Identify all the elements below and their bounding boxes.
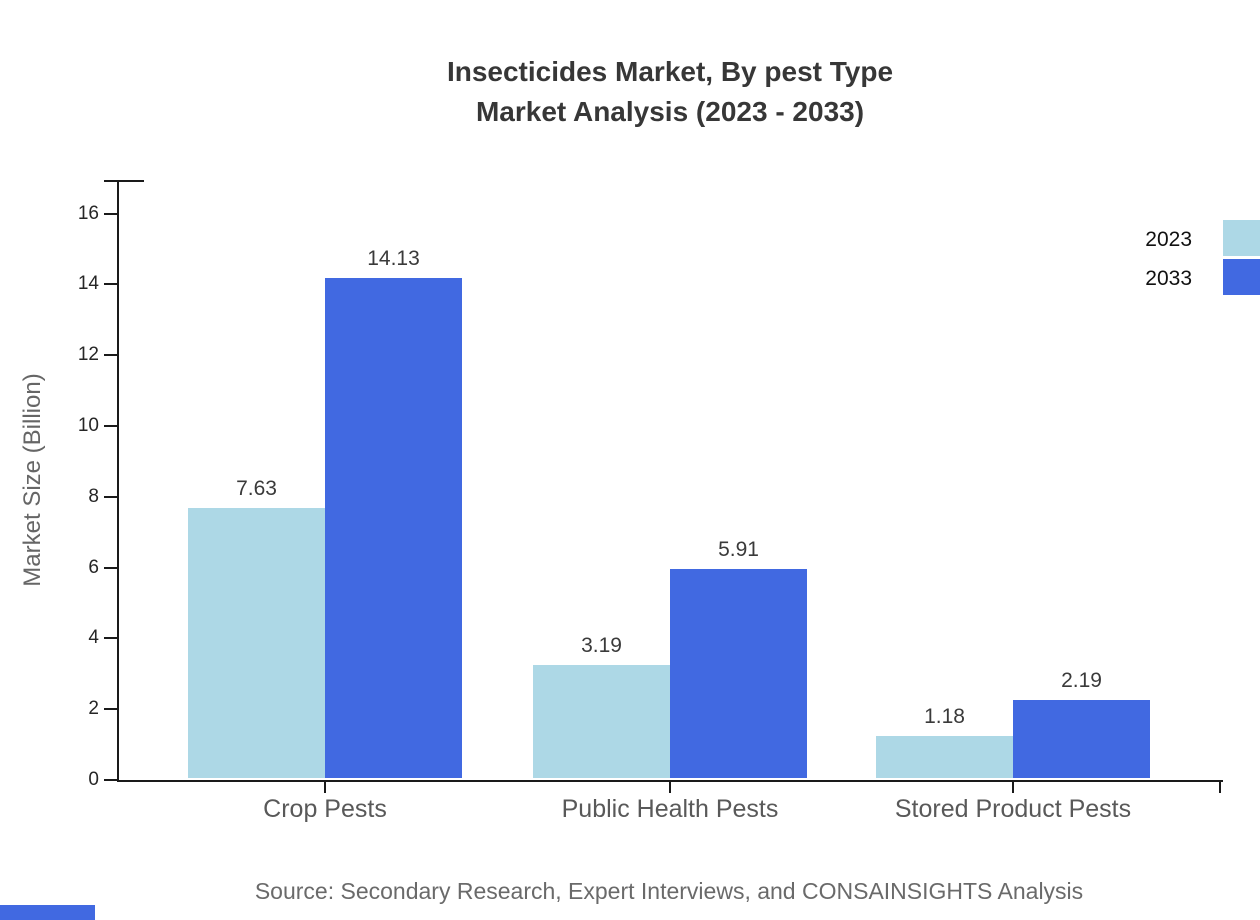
y-axis-line — [117, 180, 119, 782]
x-tick-mark — [324, 780, 326, 793]
x-axis-end-cap — [1219, 780, 1221, 793]
x-category-label-public-health-pests: Public Health Pests — [561, 795, 779, 823]
y-tick-label: 0 — [88, 769, 99, 790]
plot-area: 0 2 4 6 8 10 12 14 16 Crop Pests Public Health P… — [78, 180, 1223, 823]
bar-value-label: 7.63 — [236, 477, 277, 500]
y-tick-label: 14 — [77, 273, 99, 295]
legend-swatch-2023 — [1223, 220, 1260, 256]
y-tick-mark — [104, 495, 118, 498]
legend-label-2023: 2023 — [1145, 228, 1192, 251]
bar-value-label: 1.18 — [924, 705, 965, 728]
bar-value-label: 14.13 — [367, 247, 420, 270]
y-tick-mark — [104, 283, 118, 286]
bar-2033-stored-product-pests: 2.19 — [1013, 669, 1150, 778]
bar-value-label: 2.19 — [1061, 669, 1102, 692]
y-tick-label: 4 — [88, 627, 99, 649]
bar-value-label: 3.19 — [581, 634, 622, 657]
y-tick-mark — [104, 708, 118, 711]
x-tick-mark — [1012, 780, 1014, 793]
y-tick-label: 16 — [77, 202, 99, 224]
y-tick-label: 10 — [77, 415, 99, 436]
legend-swatch-2033 — [1223, 259, 1260, 295]
bar-2023-crop-pests: 7.63 — [188, 477, 325, 778]
x-category-label-crop-pests: Crop Pests — [263, 795, 387, 823]
legend-label-2033: 2033 — [1145, 267, 1192, 290]
y-tick-mark — [104, 779, 118, 781]
chart-title-line2: Market Analysis (2023 - 2033) — [475, 96, 865, 127]
y-axis-end-cap — [104, 180, 144, 182]
bar-2033-public-health-pests: 5.91 — [670, 538, 807, 778]
bar-2033-crop-pests: 14.13 — [325, 247, 462, 778]
chart-title: Insecticides Market, By pest Type Market… — [90, 52, 1250, 132]
y-tick-mark — [104, 566, 118, 569]
y-tick-mark — [104, 354, 118, 357]
bar-2023-stored-product-pests: 1.18 — [876, 705, 1013, 778]
bar-2023-public-health-pests: 3.19 — [533, 634, 670, 778]
chart-title-line1: Insecticides Market, By pest Type — [446, 56, 894, 87]
bar-value-label: 5.91 — [718, 538, 759, 561]
y-tick-mark — [104, 425, 118, 427]
y-tick-label: 6 — [88, 556, 99, 578]
x-category-label-stored-product-pests: Stored Product Pests — [894, 795, 1132, 823]
y-tick-label: 2 — [88, 698, 99, 720]
y-tick-mark — [104, 637, 118, 640]
y-tick-label: 12 — [77, 344, 99, 366]
footer-mark — [0, 905, 95, 920]
source-note: Source: Secondary Research, Expert Inter… — [254, 878, 1084, 904]
x-tick-mark — [669, 780, 671, 793]
y-tick-mark — [104, 212, 118, 215]
y-tick-label: 8 — [88, 485, 99, 507]
